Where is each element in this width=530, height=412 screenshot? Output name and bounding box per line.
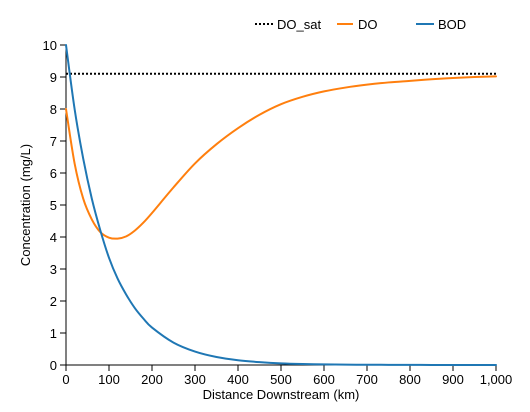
x-tick-label: 1,000 (480, 372, 513, 387)
legend-label-bod: BOD (438, 17, 466, 32)
y-tick-label: 7 (50, 134, 57, 149)
x-tick-label: 700 (356, 372, 378, 387)
legend-label-do-sat: DO_sat (277, 17, 321, 32)
x-tick-label: 0 (62, 372, 69, 387)
x-axis-title: Distance Downstream (km) (203, 387, 360, 402)
x-axis-ticks: 0 100 200 300 400 500 600 700 800 900 1,000 (62, 365, 512, 387)
y-tick-label: 4 (50, 230, 57, 245)
x-tick-label: 100 (98, 372, 120, 387)
x-tick-label: 800 (399, 372, 421, 387)
x-tick-label: 900 (442, 372, 464, 387)
legend: DO_sat DO BOD (255, 17, 466, 32)
x-tick-label: 600 (313, 372, 335, 387)
y-tick-label: 8 (50, 102, 57, 117)
y-tick-label: 3 (50, 262, 57, 277)
x-tick-label: 400 (227, 372, 249, 387)
x-tick-label: 500 (270, 372, 292, 387)
y-tick-label: 10 (43, 38, 57, 53)
y-tick-label: 6 (50, 166, 57, 181)
series-line-bod (65, 44, 497, 366)
x-tick-label: 200 (141, 372, 163, 387)
series-layer (65, 44, 497, 366)
y-axis-title: Concentration (mg/L) (18, 144, 33, 266)
y-tick-label: 5 (50, 198, 57, 213)
y-tick-label: 0 (50, 358, 57, 373)
legend-item-do-sat: DO_sat (255, 17, 321, 32)
plot-area: 0 100 200 300 400 500 600 700 800 900 1,000 0 1 2 3 4 5… (43, 38, 513, 387)
y-axis-ticks: 0 1 2 3 4 5 6 7 8 9 10 (43, 38, 66, 373)
x-tick-label: 300 (184, 372, 206, 387)
y-tick-label: 1 (50, 326, 57, 341)
legend-item-do: DO (337, 17, 378, 32)
y-tick-label: 9 (50, 70, 57, 85)
legend-item-bod: BOD (416, 17, 466, 32)
legend-label-do: DO (358, 17, 378, 32)
series-line-do (65, 75, 497, 240)
y-tick-label: 2 (50, 294, 57, 309)
